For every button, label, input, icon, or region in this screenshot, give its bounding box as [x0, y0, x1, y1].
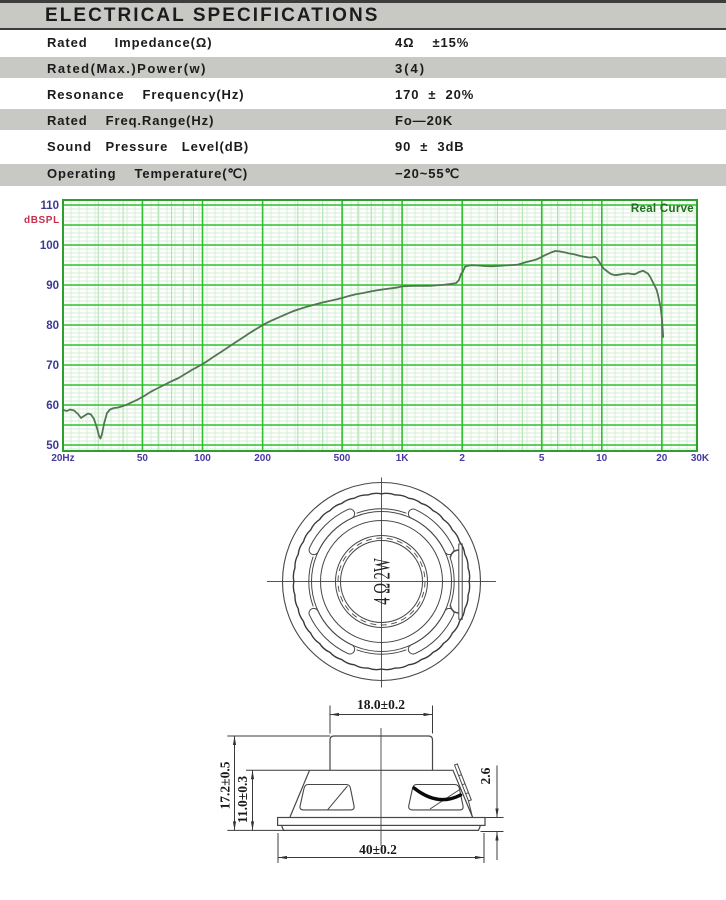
svg-text:4 Ω 2W: 4 Ω 2W — [370, 558, 395, 605]
svg-text:20: 20 — [656, 453, 668, 464]
svg-text:2.6: 2.6 — [478, 767, 493, 784]
svg-text:50: 50 — [137, 453, 149, 464]
svg-text:80: 80 — [46, 320, 59, 332]
svg-text:70: 70 — [46, 360, 59, 372]
svg-text:Real Curve: Real Curve — [631, 203, 694, 215]
svg-text:2: 2 — [459, 453, 465, 464]
svg-text:50: 50 — [46, 440, 59, 452]
svg-text:10: 10 — [596, 453, 608, 464]
svg-text:200: 200 — [254, 453, 271, 464]
svg-text:40±0.2: 40±0.2 — [359, 842, 397, 857]
svg-text:11.0±0.3: 11.0±0.3 — [235, 776, 250, 823]
svg-text:110: 110 — [40, 200, 59, 212]
svg-text:5: 5 — [539, 453, 545, 464]
svg-text:18.0±0.2: 18.0±0.2 — [357, 697, 405, 712]
svg-text:30K: 30K — [691, 453, 710, 464]
svg-text:100: 100 — [194, 453, 211, 464]
svg-text:90: 90 — [46, 280, 59, 292]
svg-text:500: 500 — [334, 453, 351, 464]
svg-text:17.2±0.5: 17.2±0.5 — [218, 761, 233, 809]
svg-text:1K: 1K — [396, 453, 410, 464]
svg-text:dBSPL: dBSPL — [24, 215, 60, 226]
svg-text:20Hz: 20Hz — [51, 453, 74, 464]
svg-text:100: 100 — [40, 240, 59, 252]
svg-text:60: 60 — [46, 400, 59, 412]
